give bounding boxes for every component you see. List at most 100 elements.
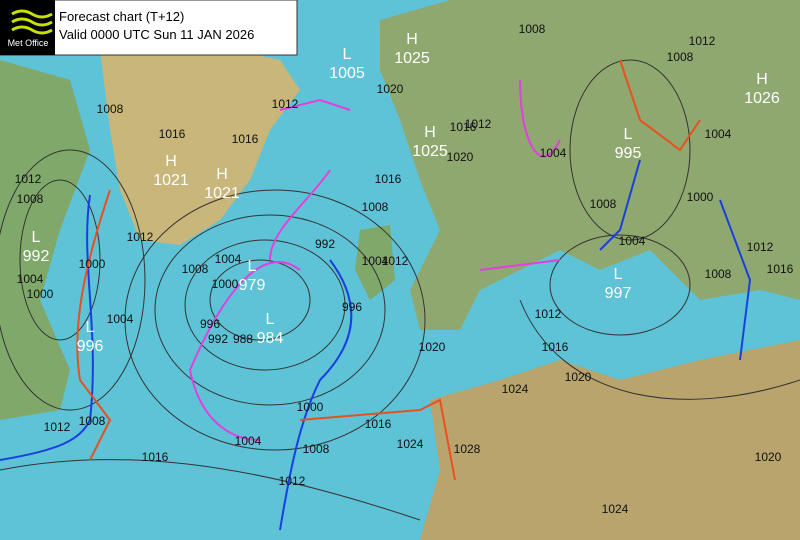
isobar-label: 1000: [687, 190, 714, 204]
isobar-label: 1008: [705, 267, 732, 281]
isobar: [124, 189, 426, 451]
isobar-label: 1016: [375, 172, 402, 186]
cold-front: [599, 159, 641, 251]
isobar-label: 1012: [382, 254, 409, 268]
logo-icon: [11, 9, 53, 35]
centre-value: 996: [77, 338, 104, 355]
isobar-label: 1012: [127, 230, 154, 244]
isobar-label: 1020: [419, 340, 446, 354]
isobar-label: 1012: [535, 307, 562, 321]
isobar-label: 996: [200, 317, 220, 331]
cold-front: [279, 259, 353, 531]
isobar-label: 1008: [97, 102, 124, 116]
header-box: Met Office Forecast chart (T+12) Valid 0…: [0, 0, 298, 56]
isobar-label: 1024: [602, 502, 629, 516]
isobar-label: 1000: [212, 277, 239, 291]
isobar-label: 1008: [362, 200, 389, 214]
isobar: [19, 179, 101, 341]
isobar-label: 1008: [182, 262, 209, 276]
isobar-label: 996: [342, 300, 362, 314]
centre-value: 1025: [412, 143, 448, 160]
isobar-label: 1016: [159, 127, 186, 141]
centre-value: 1021: [153, 172, 189, 189]
isobar: [0, 149, 146, 411]
centre-value: 995: [615, 145, 642, 162]
fronts: [0, 59, 752, 531]
occlusion: [479, 259, 561, 271]
isobar: [519, 299, 800, 400]
centre-type: H: [165, 153, 177, 170]
isobar-label: 1008: [590, 197, 617, 211]
centre-type: L: [343, 46, 352, 63]
cold-front: [719, 199, 752, 361]
centre-type: L: [266, 311, 275, 328]
centre-type: L: [248, 258, 257, 275]
centre-type: H: [424, 124, 436, 141]
subtitle: Valid 0000 UTC Sun 11 JAN 2026: [59, 27, 254, 42]
occlusion: [519, 79, 561, 157]
isobar-label: 1008: [667, 50, 694, 64]
occlusion: [188, 261, 301, 441]
isobar-label: 1000: [297, 400, 324, 414]
isobar: [549, 234, 691, 336]
isobar-label: 988: [233, 332, 253, 346]
isobar-label: 992: [208, 332, 228, 346]
isobar-label: 1004: [107, 312, 134, 326]
isobar: [0, 459, 421, 521]
isobar-label: 1016: [232, 132, 259, 146]
centre-value: 997: [605, 285, 632, 302]
isobar-label: 1012: [44, 420, 71, 434]
british-isles: [355, 225, 395, 300]
title: Forecast chart (T+12): [59, 9, 184, 24]
europe: [380, 0, 800, 330]
isobar-label: 1008: [303, 442, 330, 456]
isobar-label: 1004: [17, 272, 44, 286]
centre-value: 1026: [744, 90, 780, 107]
isobars: [0, 59, 800, 521]
occlusion: [279, 98, 351, 111]
isobar-label: 1004: [540, 146, 567, 160]
isobar-label: 1028: [454, 442, 481, 456]
centre-value: 992: [23, 248, 50, 265]
centre-value: 979: [239, 277, 266, 294]
isobar-label: 1008: [17, 192, 44, 206]
logo-text: Met Office: [8, 38, 49, 48]
isobar-label: 1004: [215, 252, 242, 266]
isobar-label: 1012: [279, 474, 306, 488]
warm-front: [619, 59, 701, 152]
centre-value: 984: [257, 330, 284, 347]
isobar-label: 1004: [619, 234, 646, 248]
centre-type: L: [624, 126, 633, 143]
centre-type: L: [86, 319, 95, 336]
isobar-label: 1016: [365, 417, 392, 431]
isobar-label: 1016: [450, 120, 477, 134]
centre-value: 1021: [204, 185, 240, 202]
isobar-label: 992: [315, 237, 335, 251]
isobar-label: 1008: [79, 414, 106, 428]
isobar: [209, 259, 311, 341]
isobar-label: 1016: [142, 450, 169, 464]
isobar-label: 1024: [502, 382, 529, 396]
isobar-label: 1000: [27, 287, 54, 301]
isobar-label: 1000: [79, 257, 106, 271]
centre-type: H: [756, 71, 768, 88]
isobar: [569, 59, 691, 241]
isobar-label: 1024: [397, 437, 424, 451]
isobar-label: 1008: [519, 22, 546, 36]
isobar-label: 1004: [705, 127, 732, 141]
occlusion: [269, 169, 331, 261]
greenland: [100, 40, 300, 245]
isobar: [184, 239, 346, 371]
centre-value: 1025: [394, 50, 430, 67]
isobar-label: 1020: [447, 150, 474, 164]
isobar-label: 1004: [362, 254, 389, 268]
centre-type: L: [614, 266, 623, 283]
africa: [420, 340, 800, 540]
isobar-label: 1020: [565, 370, 592, 384]
isobar-label: 1004: [235, 434, 262, 448]
warm-front: [76, 189, 112, 461]
centre-type: H: [216, 166, 228, 183]
isobar-label: 1012: [747, 240, 774, 254]
